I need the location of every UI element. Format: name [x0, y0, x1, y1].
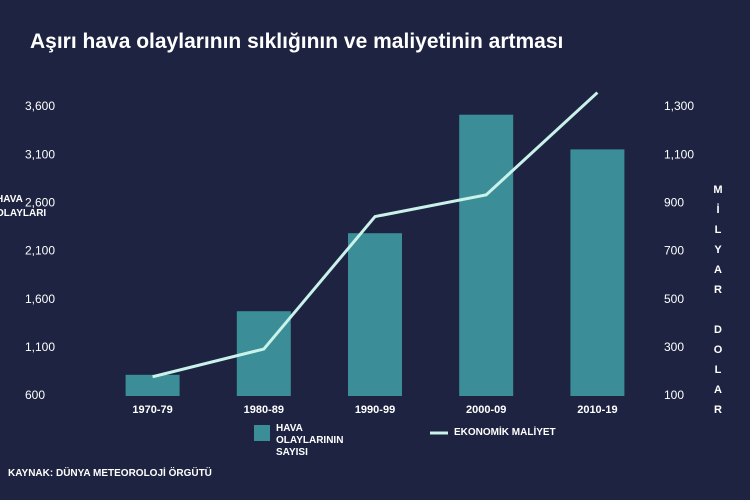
source: KAYNAK: DÜNYA METEOROLOJİ ÖRGÜTÜ — [8, 468, 212, 479]
y2-tick-label: 500 — [664, 292, 684, 306]
y2-tick-label: 1,100 — [664, 147, 694, 161]
line — [152, 91, 599, 379]
y-tick-label: 2,600 — [25, 196, 55, 210]
x-tick-label: 1990-99 — [355, 404, 395, 416]
legend-swatch — [254, 425, 270, 441]
y2-tick-label: 1,300 — [664, 99, 694, 113]
y2-tick-label: 300 — [664, 340, 684, 354]
bar — [459, 114, 514, 396]
legend-label: HAVA OLAYLARININ SAYISI — [276, 423, 344, 458]
y2-tick-label: 900 — [664, 196, 684, 210]
y2-axis-label: MİLYAR DOLAR — [712, 184, 724, 424]
x-tick-label: 2000-09 — [466, 404, 506, 416]
y-tick-label: 3,100 — [25, 147, 55, 161]
bar — [348, 233, 402, 396]
legend-label: EKONOMİK MALİYET — [454, 427, 556, 438]
y-axis-label: HAVA OLAYLARI — [0, 194, 47, 219]
x-tick-label: 1970-79 — [132, 404, 172, 416]
y-tick-label: 1,600 — [25, 292, 55, 306]
y2-tick-label: 100 — [664, 388, 684, 402]
bar — [570, 149, 625, 396]
x-tick-label: 1980-89 — [244, 404, 284, 416]
y2-tick-label: 700 — [664, 244, 684, 258]
y-tick-label: 600 — [25, 388, 45, 402]
y-tick-label: 3,600 — [25, 99, 55, 113]
bar — [125, 374, 180, 396]
chart-title: Aşırı hava olaylarının sıklığının ve mal… — [30, 30, 564, 53]
y-tick-label: 2,100 — [25, 244, 55, 258]
y-tick-label: 1,100 — [25, 340, 55, 354]
x-tick-label: 2010-19 — [577, 404, 617, 416]
